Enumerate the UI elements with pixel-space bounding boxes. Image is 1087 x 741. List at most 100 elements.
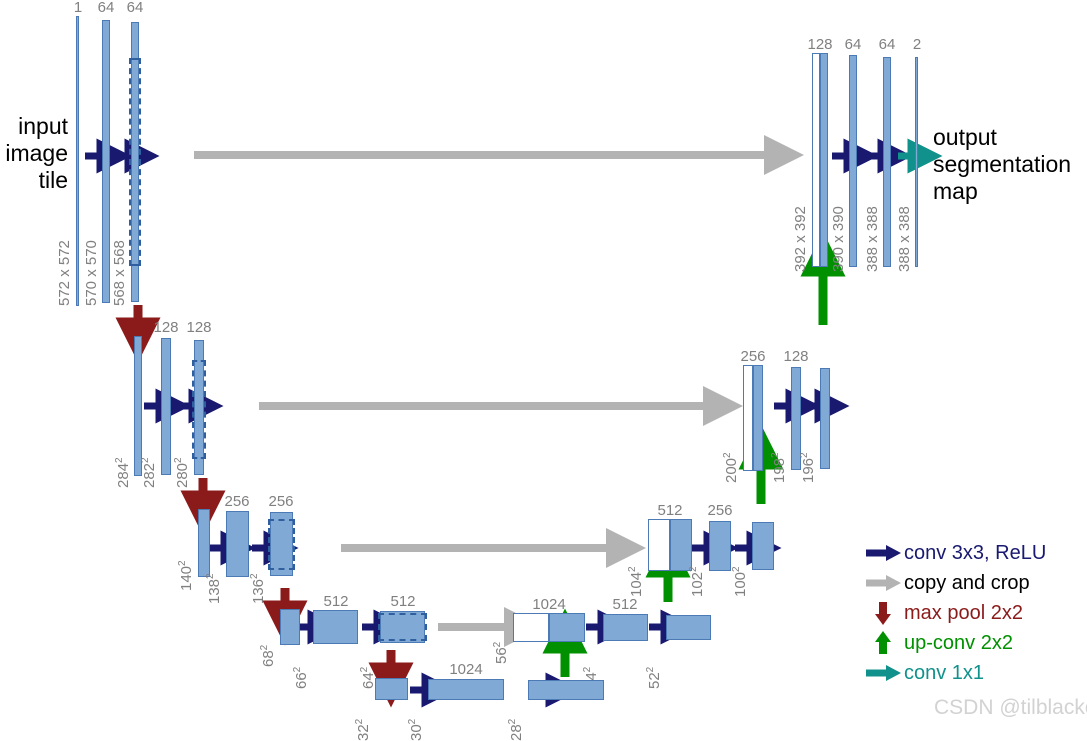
res-label-l2d2: 1982 [768,452,788,483]
res-value: 66 [293,672,310,689]
legend-label-copy-crop: copy and crop [904,572,1030,594]
res-label-l3e2: 1382 [203,573,223,604]
sup-2: 2 [507,718,518,725]
res-label-l2e2: 2822 [138,457,158,488]
feature-bar-l5b1 [375,678,408,700]
sup-2: 2 [770,452,781,458]
right-arrow-icon [862,660,904,686]
res-label-l4d1: 562 [490,642,510,664]
res-label-l5b3: 282 [505,718,525,741]
res-value: 104 [628,571,645,597]
legend-item-copy-crop: copy and crop [862,568,1087,598]
legend-label-conv3x3: conv 3x3, ReLU [904,542,1047,564]
res-label-l2e1: 2842 [112,457,132,488]
legend-item-upconv: up-conv 2x2 [862,628,1087,658]
sup-2: 2 [114,457,125,463]
sup-2: 2 [799,452,810,458]
sup-2: 2 [407,718,418,725]
res-value: 100 [732,571,749,597]
channel-label-l1d3: 64 [878,36,896,53]
channel-label-l3e3: 256 [268,493,294,510]
feature-bar-l4d1-copy [513,613,549,642]
sup-2: 2 [722,452,733,458]
legend-item-conv3x3: conv 3x3, ReLU [862,538,1087,568]
res-label-l1d4: 388 x 388 [896,206,913,272]
res-label-l1d2: 390 x 390 [830,206,847,272]
sup-2: 2 [359,666,370,673]
feature-bar-l2d1-copy [743,365,753,471]
sup-2: 2 [177,560,188,566]
channel-label-l2d2: 128 [783,348,809,365]
input-line-3: tile [38,167,68,193]
legend: conv 3x3, ReLU copy and crop max pool 2x… [862,538,1087,688]
feature-bar-l2d3 [820,368,830,469]
res-label-l1e2: 570 x 570 [83,240,100,306]
res-label-l4e3: 642 [357,666,377,689]
feature-bar-l2d1 [753,365,763,471]
feature-bar-l1d1-copy [812,53,820,267]
output-segmentation-map-label: output segmentation map [933,124,1071,205]
feature-bar-l4d2 [603,614,648,641]
sup-2: 2 [292,666,303,673]
feature-bar-l3d1 [670,519,692,571]
res-value: 196 [800,457,817,483]
legend-label-maxpool: max pool 2x2 [904,602,1023,624]
feature-bar-l1d4-output [915,57,918,267]
res-label-l2d1: 2002 [720,452,740,483]
res-value: 102 [689,571,706,597]
sup-2: 2 [645,666,656,673]
res-value: 52 [646,672,663,689]
channel-label-l4e3: 512 [390,593,416,610]
crop-box-l2 [192,360,206,459]
sup-2: 2 [688,566,699,572]
res-value: 198 [771,457,788,483]
output-line-2: segmentation [933,151,1072,177]
res-label-l2e3: 2802 [171,457,191,488]
output-line-1: output [933,124,997,150]
legend-item-conv1x1: conv 1x1 [862,658,1087,688]
feature-bar-l2e3 [194,340,204,475]
res-value: 56 [493,647,510,664]
feature-bar-l1d3 [883,57,891,267]
res-value: 28 [508,724,525,741]
sup-2: 2 [249,573,260,579]
res-label-l3e1: 1402 [175,560,195,591]
feature-bar-l1d1 [820,53,828,267]
right-arrow-icon [862,570,904,596]
res-value: 140 [178,565,195,591]
feature-bar-l4d3 [666,615,711,640]
legend-label-upconv: up-conv 2x2 [904,632,1013,654]
res-label-l3e3: 1362 [247,573,267,604]
right-arrow-icon [862,540,904,566]
channel-label-l4e2: 512 [323,593,349,610]
legend-item-maxpool: max pool 2x2 [862,598,1087,628]
feature-bar-l3e2 [226,511,249,577]
sup-2: 2 [354,718,365,725]
input-line-1: input [18,113,68,139]
sup-2: 2 [140,457,151,463]
feature-bar-l2e2 [161,338,171,475]
feature-bar-l2d2 [791,367,801,470]
feature-bar-l3d3 [752,522,774,570]
feature-bar-l2e1 [134,336,142,476]
feature-bar-l4d1 [549,613,585,642]
res-label-l1d3: 388 x 388 [864,206,881,272]
feature-bar-l3e1 [198,509,210,577]
feature-bar-l5b3 [528,680,604,700]
feature-bar-l4e2 [313,610,358,644]
feature-bar-l3d2 [709,521,731,571]
channel-label-l3d2: 256 [707,502,733,519]
input-image-tile-label: input image tile [0,113,68,194]
channel-label-l1e1: 1 [73,0,83,16]
crop-box-l3 [268,519,295,570]
channel-label-l2e3: 128 [186,319,212,336]
sup-2: 2 [205,573,216,579]
down-arrow-icon [862,600,904,626]
sup-2: 2 [259,644,270,651]
channel-label-l4d2: 512 [612,596,638,613]
res-label-l5b2: 302 [405,718,425,741]
output-line-3: map [933,178,978,204]
res-label-l5b1: 322 [352,718,372,741]
up-arrow-icon [862,630,904,656]
channel-label-l3e2: 256 [224,493,250,510]
